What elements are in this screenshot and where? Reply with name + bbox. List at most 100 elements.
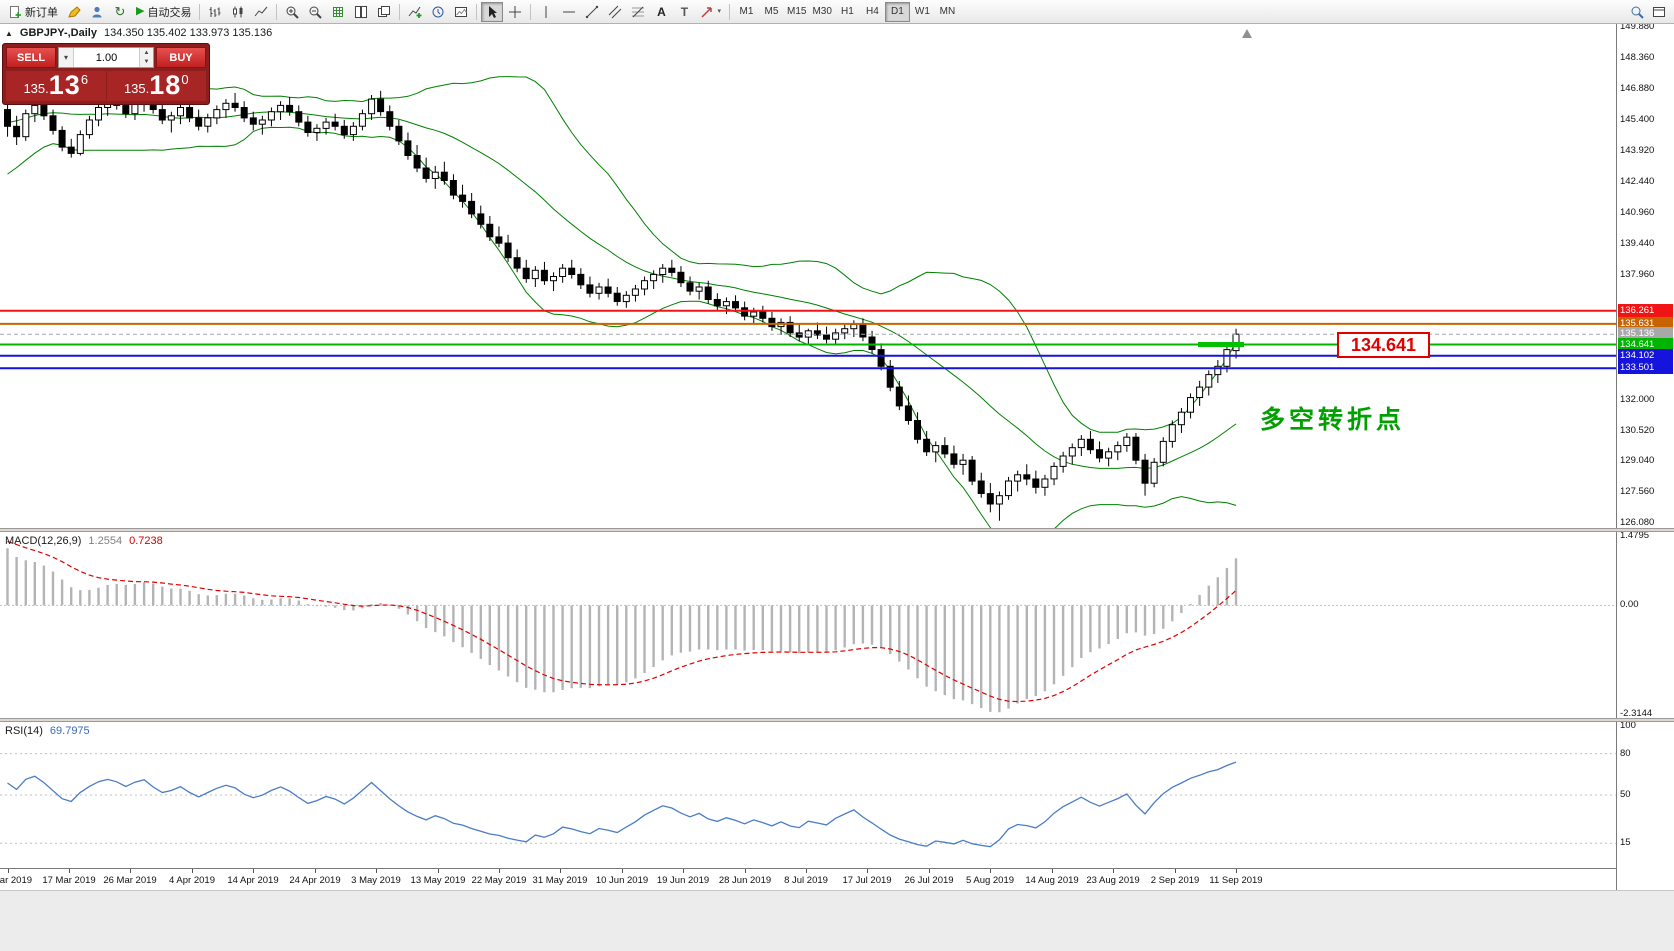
volume-down-button[interactable]: ▼ <box>139 57 153 67</box>
zoom-out-button[interactable] <box>304 2 326 22</box>
label-button[interactable]: T <box>673 2 695 22</box>
sell-price-prefix: 135. <box>23 81 49 96</box>
line-chart-icon <box>255 6 268 16</box>
price-axis-tag: 135.631 <box>1618 316 1673 330</box>
autotrading-label: 自动交易 <box>147 6 192 19</box>
text-icon: A <box>657 4 666 19</box>
toolbar-separator <box>199 3 201 20</box>
timeframe-toolbar: M1 M5 M15 M30 H1 H4 D1 W1 MN <box>734 1 960 22</box>
time-axis-tick <box>315 869 316 873</box>
indicators-button[interactable] <box>404 2 426 22</box>
time-axis-label: 5 Aug 2019 <box>965 875 1015 886</box>
horizontal-line-button[interactable] <box>558 2 580 22</box>
time-axis-label: 10 Jun 2019 <box>595 875 649 886</box>
rsi-label: RSI(14) 69.7975 <box>5 725 90 737</box>
grid-icon <box>333 6 344 17</box>
time-axis-label: 26 Jul 2019 <box>904 875 954 886</box>
volume-dropdown-button[interactable]: ▾ <box>59 48 74 67</box>
tile-windows-icon <box>355 5 368 18</box>
timeframe-m15-button[interactable]: M15 <box>784 2 809 22</box>
channel-button[interactable] <box>604 2 626 22</box>
autotrading-button[interactable]: ▶ 自动交易 <box>132 2 195 22</box>
macd-axis-label: 1.4795 <box>1620 530 1650 541</box>
timeframe-w1-button[interactable]: W1 <box>910 2 935 22</box>
time-axis-label: 19 Jun 2019 <box>656 875 710 886</box>
cascade-windows-icon <box>378 5 391 17</box>
time-axis-label: 14 Apr 2019 <box>227 875 279 886</box>
line-chart-button[interactable] <box>250 2 272 22</box>
time-axis-tick <box>990 869 991 873</box>
support-segment[interactable] <box>1198 342 1244 347</box>
arrows-icon <box>701 6 713 18</box>
horizontal-line-icon <box>563 11 576 12</box>
price-chart-plot[interactable] <box>0 24 1616 528</box>
timeframe-m30-button[interactable]: M30 <box>809 2 834 22</box>
time-axis-tick <box>253 869 254 873</box>
zoom-in-button[interactable] <box>281 2 303 22</box>
vertical-line-button[interactable] <box>535 2 557 22</box>
tile-windows-button[interactable] <box>350 2 372 22</box>
trendline-button[interactable] <box>581 2 603 22</box>
accounts-button[interactable] <box>86 2 108 22</box>
panel-separator[interactable] <box>0 718 1674 722</box>
metaeditor-button[interactable] <box>63 2 85 22</box>
price-axis-label: 142.440 <box>1620 175 1655 187</box>
price-callout[interactable]: 134.641 <box>1337 332 1431 358</box>
cascade-windows-button[interactable] <box>373 2 395 22</box>
sell-price[interactable]: 135. 13 6 <box>6 71 106 101</box>
bar-chart-button[interactable] <box>204 2 226 22</box>
time-axis-label: 28 Jun 2019 <box>718 875 772 886</box>
chart-layout-button[interactable] <box>1648 2 1670 22</box>
time-axis-tick <box>683 869 684 873</box>
text-button[interactable]: A <box>650 2 672 22</box>
rsi-plot[interactable] <box>0 722 1616 868</box>
candlestick-series <box>4 88 1240 521</box>
chart-annotation-text[interactable]: 多空转折点 <box>1260 406 1406 434</box>
rsi-panel: RSI(14) 69.7975 <box>0 722 1616 868</box>
refresh-button[interactable]: ↻ <box>109 2 131 22</box>
price-axis-label: 145.400 <box>1620 114 1655 125</box>
timeframe-mn-button[interactable]: MN <box>935 2 960 22</box>
search-button[interactable] <box>1626 2 1648 22</box>
time-axis-label: 24 Apr 2019 <box>289 875 341 886</box>
ohlc-values: 134.350 135.402 133.973 135.136 <box>103 27 273 39</box>
time-axis-tick <box>192 869 193 873</box>
timeframe-h4-button[interactable]: H4 <box>860 2 885 22</box>
buy-price-prefix: 135. <box>123 81 150 96</box>
time-axis-label: 3 May 2019 <box>351 875 401 886</box>
timeframe-m1-button[interactable]: M1 <box>734 2 759 22</box>
time-axis-label: 17 Jul 2019 <box>842 875 892 886</box>
time-axis-label: 17 Mar 2019 <box>42 875 96 886</box>
main-chart-panel: ▲ GBPJPY-,Daily 134.350 135.402 133.973 … <box>0 24 1616 528</box>
macd-plot[interactable] <box>0 532 1616 718</box>
sell-price-point: 6 <box>80 72 89 87</box>
zoom-in-icon <box>286 6 300 19</box>
time-axis-tick <box>1236 869 1237 873</box>
auto-arrange-button[interactable] <box>327 2 349 22</box>
volume-up-button[interactable]: ▲ <box>139 48 153 58</box>
timeframe-m5-button[interactable]: M5 <box>759 2 784 22</box>
templates-button[interactable] <box>450 2 472 22</box>
collapse-icon[interactable]: ▲ <box>5 28 13 38</box>
volume-input[interactable] <box>74 48 139 67</box>
crosshair-button[interactable] <box>504 2 526 22</box>
price-axis-label: 149.880 <box>1620 20 1655 32</box>
candlestick-chart-button[interactable] <box>227 2 249 22</box>
sell-button[interactable]: SELL <box>6 47 56 68</box>
chart-shift-marker <box>1242 29 1252 38</box>
timeframe-h1-button[interactable]: H1 <box>835 2 860 22</box>
time-axis-tick <box>560 869 561 873</box>
periods-button[interactable] <box>427 2 449 22</box>
cursor-button[interactable] <box>481 1 504 22</box>
new-order-button[interactable]: 新订单 <box>4 2 62 22</box>
rsi-value: 69.7975 <box>49 725 90 737</box>
panel-separator[interactable] <box>0 528 1674 532</box>
macd-signal-line <box>7 540 1237 703</box>
fibonacci-button[interactable] <box>627 2 649 22</box>
symbol-label: GBPJPY-,Daily <box>19 27 97 39</box>
buy-price[interactable]: 135. 18 0 <box>106 71 206 101</box>
timeframe-d1-button[interactable]: D1 <box>884 1 910 22</box>
shapes-button[interactable]: ▾ <box>696 2 725 22</box>
fibonacci-icon <box>632 6 645 17</box>
buy-button[interactable]: BUY <box>156 47 206 68</box>
